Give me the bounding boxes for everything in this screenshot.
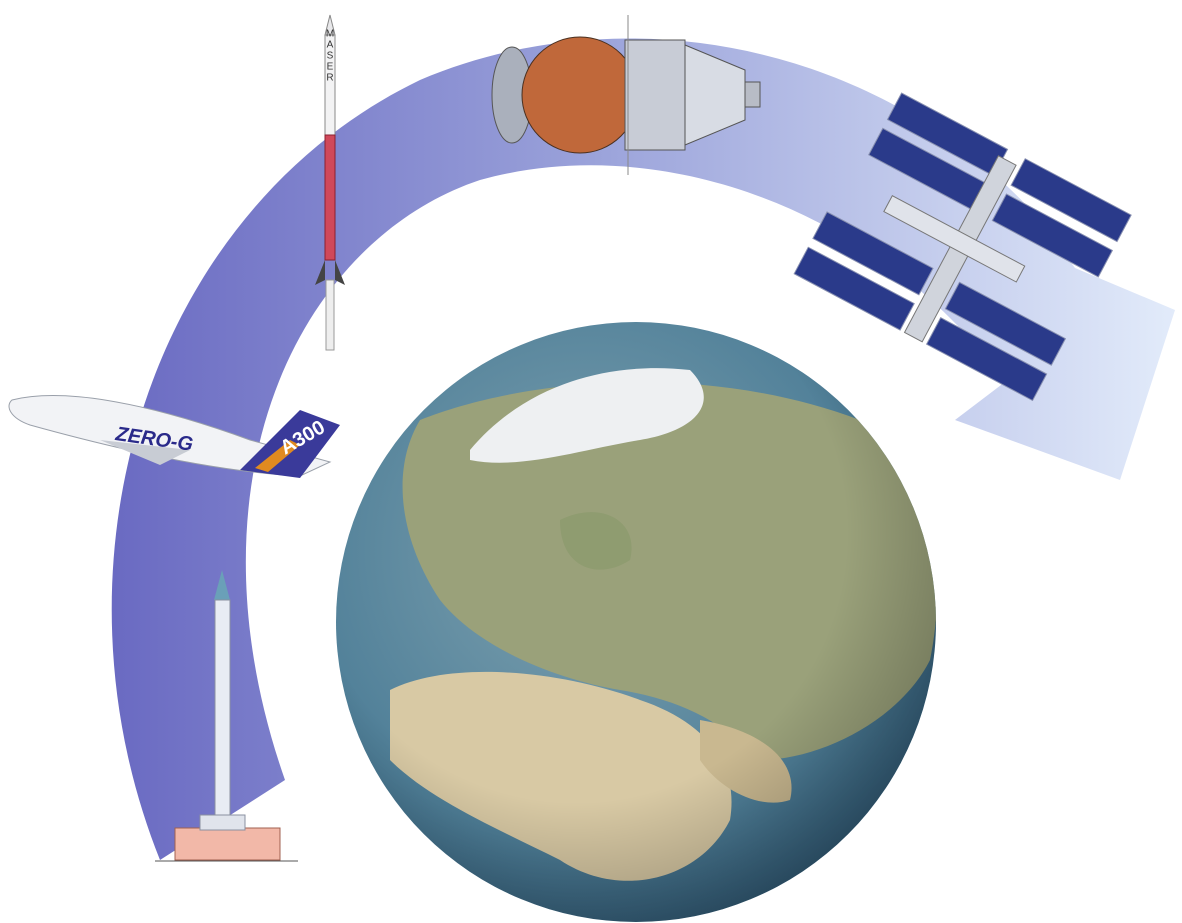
arc-arrow	[111, 38, 1175, 861]
rocket-label: MASER	[325, 29, 336, 84]
drop-tower	[155, 570, 298, 862]
earth	[336, 322, 936, 922]
capsule	[491, 15, 761, 175]
space-station	[793, 92, 1132, 402]
rocket: MASER	[315, 14, 345, 351]
airplane: ZERO-G A300	[8, 395, 340, 478]
